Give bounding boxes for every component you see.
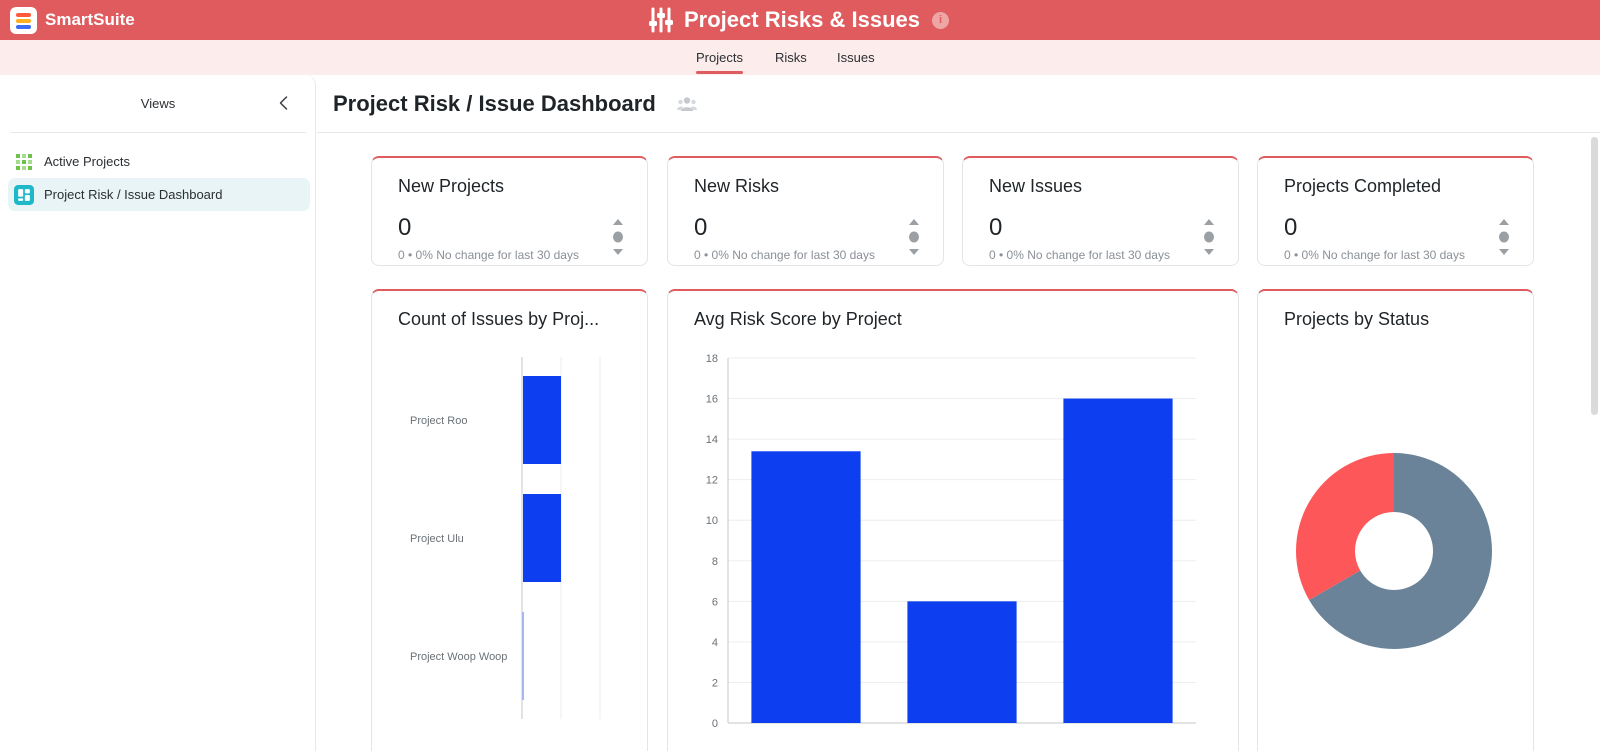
chart-title: Avg Risk Score by Project: [694, 309, 902, 329]
metric-card-new-issues[interactable]: New Issues 0 0 • 0% No change for last 3…: [962, 156, 1239, 266]
metric-trend-text: 0 • 0% No change for last 30 days: [398, 248, 579, 262]
app-title: Project Risks & Issues: [684, 7, 921, 32]
y-tick-label: 18: [706, 353, 718, 365]
smartsuite-logo[interactable]: SmartSuite: [10, 6, 135, 34]
info-icon[interactable]: i: [932, 11, 950, 29]
donut-slice: [1296, 453, 1394, 600]
y-tick-label: 0: [712, 718, 718, 730]
chevron-left-icon[interactable]: [276, 95, 292, 111]
metric-value: 0: [694, 214, 708, 241]
metric-title: New Issues: [989, 176, 1083, 196]
metric-value: 0: [1284, 214, 1298, 241]
dashboard-icon: [14, 184, 34, 205]
category-label: Project Ulu: [410, 533, 464, 545]
view-item-label: Active Projects: [44, 154, 130, 169]
y-tick-label: 4: [712, 637, 718, 649]
bar: [522, 612, 524, 700]
tab-projects[interactable]: Projects: [696, 50, 743, 74]
risk-score-bar-chart: 0 2 4 6 8 10 12 14 16 18: [706, 353, 1196, 730]
bar: [1063, 398, 1173, 723]
views-sidebar: Views Active Projects Project Risk / Iss…: [0, 75, 316, 751]
metric-title: New Projects: [398, 176, 505, 196]
donut-slice: [1309, 453, 1492, 649]
metric-title: Projects Completed: [1284, 176, 1442, 196]
logo-text: SmartSuite: [45, 10, 135, 29]
y-tick-label: 10: [706, 515, 718, 527]
y-tick-label: 14: [706, 434, 718, 446]
metric-card-new-risks[interactable]: New Risks 0 0 • 0% No change for last 30…: [667, 156, 944, 266]
chart-title: Projects by Status: [1284, 309, 1430, 329]
views-header: Views: [10, 75, 306, 133]
chart-card-projects-by-status[interactable]: Projects by Status: [1257, 289, 1534, 751]
dashboard-main: Project Risk / Issue Dashboard New Proje…: [317, 75, 1600, 751]
trend-arrows-icon: [1499, 219, 1509, 255]
trend-arrows-icon: [909, 219, 919, 255]
category-label: Project Woop Woop: [410, 651, 507, 663]
metric-trend-text: 0 • 0% No change for last 30 days: [694, 248, 875, 262]
app-title-group: Project Risks & Issues i: [648, 5, 950, 35]
bar: [523, 376, 561, 464]
y-tick-label: 16: [706, 394, 718, 406]
metric-card-projects-completed[interactable]: Projects Completed 0 0 • 0% No change fo…: [1257, 156, 1534, 266]
app-header: SmartSuite Project Risks & Issues i: [0, 0, 1600, 40]
metric-value: 0: [398, 214, 412, 241]
metric-trend-text: 0 • 0% No change for last 30 days: [1284, 248, 1465, 262]
views-title: Views: [140, 96, 176, 111]
sliders-icon: [648, 6, 674, 34]
chart-card-avg-risk-score[interactable]: Avg Risk Score by Project 0 2 4 6 8 10 12 14 16 1…: [667, 289, 1239, 751]
people-icon[interactable]: [677, 96, 697, 112]
y-tick-label: 12: [706, 475, 718, 487]
tab-issues[interactable]: Issues: [837, 50, 875, 65]
issues-bar-chart: Project Roo Project Ulu Project Woop Woop: [410, 357, 601, 719]
tab-risks[interactable]: Risks: [775, 50, 807, 65]
vertical-scrollbar[interactable]: [1591, 137, 1598, 415]
y-tick-label: 8: [712, 556, 718, 568]
bar: [907, 601, 1017, 723]
metric-title: New Risks: [694, 176, 780, 196]
trend-arrows-icon: [613, 219, 623, 255]
y-tick-label: 6: [712, 596, 718, 608]
view-item-label: Project Risk / Issue Dashboard: [44, 187, 223, 202]
trend-arrows-icon: [1204, 219, 1214, 255]
view-item-active-projects[interactable]: Active Projects: [8, 145, 310, 178]
view-item-dashboard[interactable]: Project Risk / Issue Dashboard: [8, 178, 310, 211]
metric-trend-text: 0 • 0% No change for last 30 days: [989, 248, 1170, 262]
bar: [751, 451, 861, 723]
table-tabs: Projects Risks Issues: [0, 40, 1600, 75]
category-label: Project Roo: [410, 415, 467, 427]
status-donut-chart: [1296, 453, 1492, 649]
chart-title: Count of Issues by Proj...: [398, 309, 600, 329]
chart-card-issues-by-project[interactable]: Count of Issues by Proj... Project Roo Pr…: [371, 289, 648, 751]
dashboard-header: Project Risk / Issue Dashboard: [317, 75, 1600, 133]
metric-card-new-projects[interactable]: New Projects 0 0 • 0% No change for last…: [371, 156, 648, 266]
bar: [523, 494, 561, 582]
grid-view-icon: [14, 152, 34, 172]
page-title: Project Risk / Issue Dashboard: [333, 91, 656, 116]
smartsuite-logo-icon: [10, 6, 37, 34]
y-tick-label: 2: [712, 677, 718, 689]
metric-value: 0: [989, 214, 1003, 241]
